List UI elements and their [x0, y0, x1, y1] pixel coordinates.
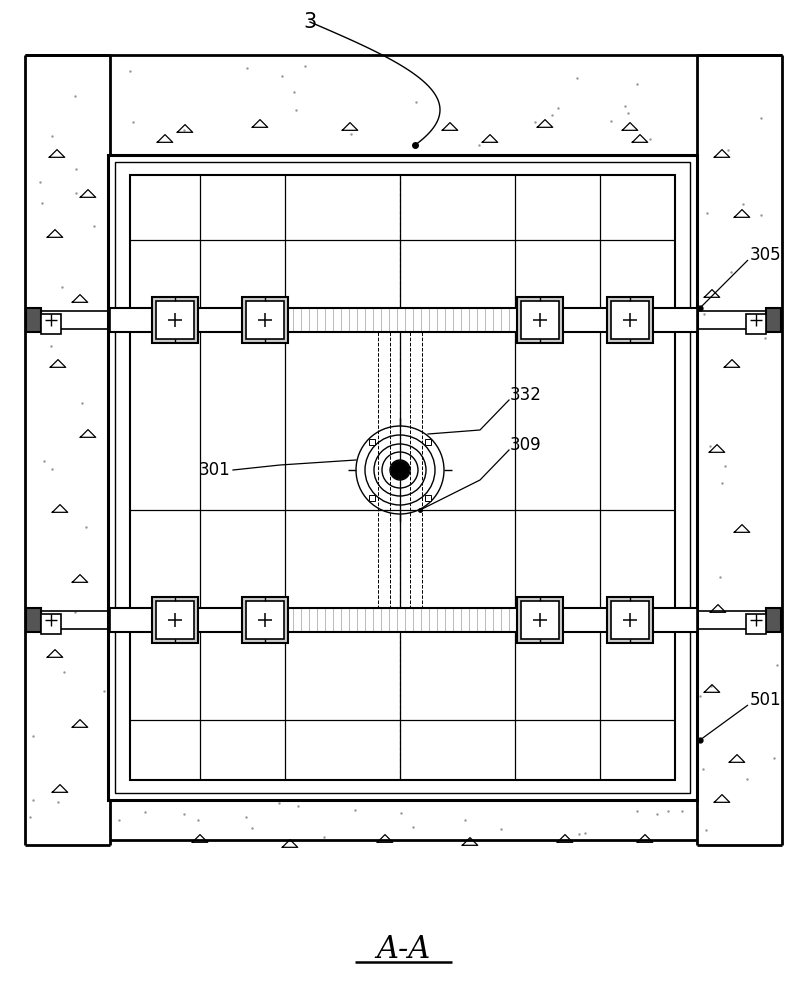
- Bar: [611, 301, 649, 339]
- Bar: [521, 301, 559, 339]
- Bar: [41, 614, 61, 634]
- Bar: [26, 308, 41, 332]
- Bar: [369, 439, 374, 445]
- Bar: [156, 301, 194, 339]
- Text: 3: 3: [303, 12, 316, 32]
- Bar: [246, 301, 284, 339]
- Text: 305: 305: [750, 246, 782, 264]
- Bar: [517, 297, 563, 343]
- Bar: [242, 297, 288, 343]
- Text: 301: 301: [199, 461, 230, 479]
- Bar: [425, 495, 431, 501]
- Bar: [242, 597, 288, 643]
- Bar: [766, 308, 781, 332]
- Bar: [152, 597, 198, 643]
- Bar: [246, 601, 284, 639]
- Bar: [130, 175, 675, 780]
- Bar: [156, 601, 194, 639]
- Text: A-A: A-A: [376, 934, 430, 966]
- Bar: [369, 495, 374, 501]
- Bar: [746, 614, 766, 634]
- Bar: [115, 162, 690, 793]
- Bar: [41, 314, 61, 334]
- Text: 501: 501: [750, 691, 782, 709]
- Text: 309: 309: [510, 436, 541, 454]
- Text: 332: 332: [510, 386, 541, 404]
- Bar: [108, 155, 697, 800]
- Bar: [110, 308, 697, 332]
- Bar: [766, 608, 781, 632]
- Bar: [152, 297, 198, 343]
- Bar: [110, 608, 697, 632]
- Bar: [607, 297, 653, 343]
- Circle shape: [391, 461, 409, 479]
- Bar: [517, 597, 563, 643]
- Bar: [611, 601, 649, 639]
- Bar: [521, 601, 559, 639]
- Bar: [425, 439, 431, 445]
- Bar: [746, 314, 766, 334]
- Bar: [607, 597, 653, 643]
- Bar: [26, 608, 41, 632]
